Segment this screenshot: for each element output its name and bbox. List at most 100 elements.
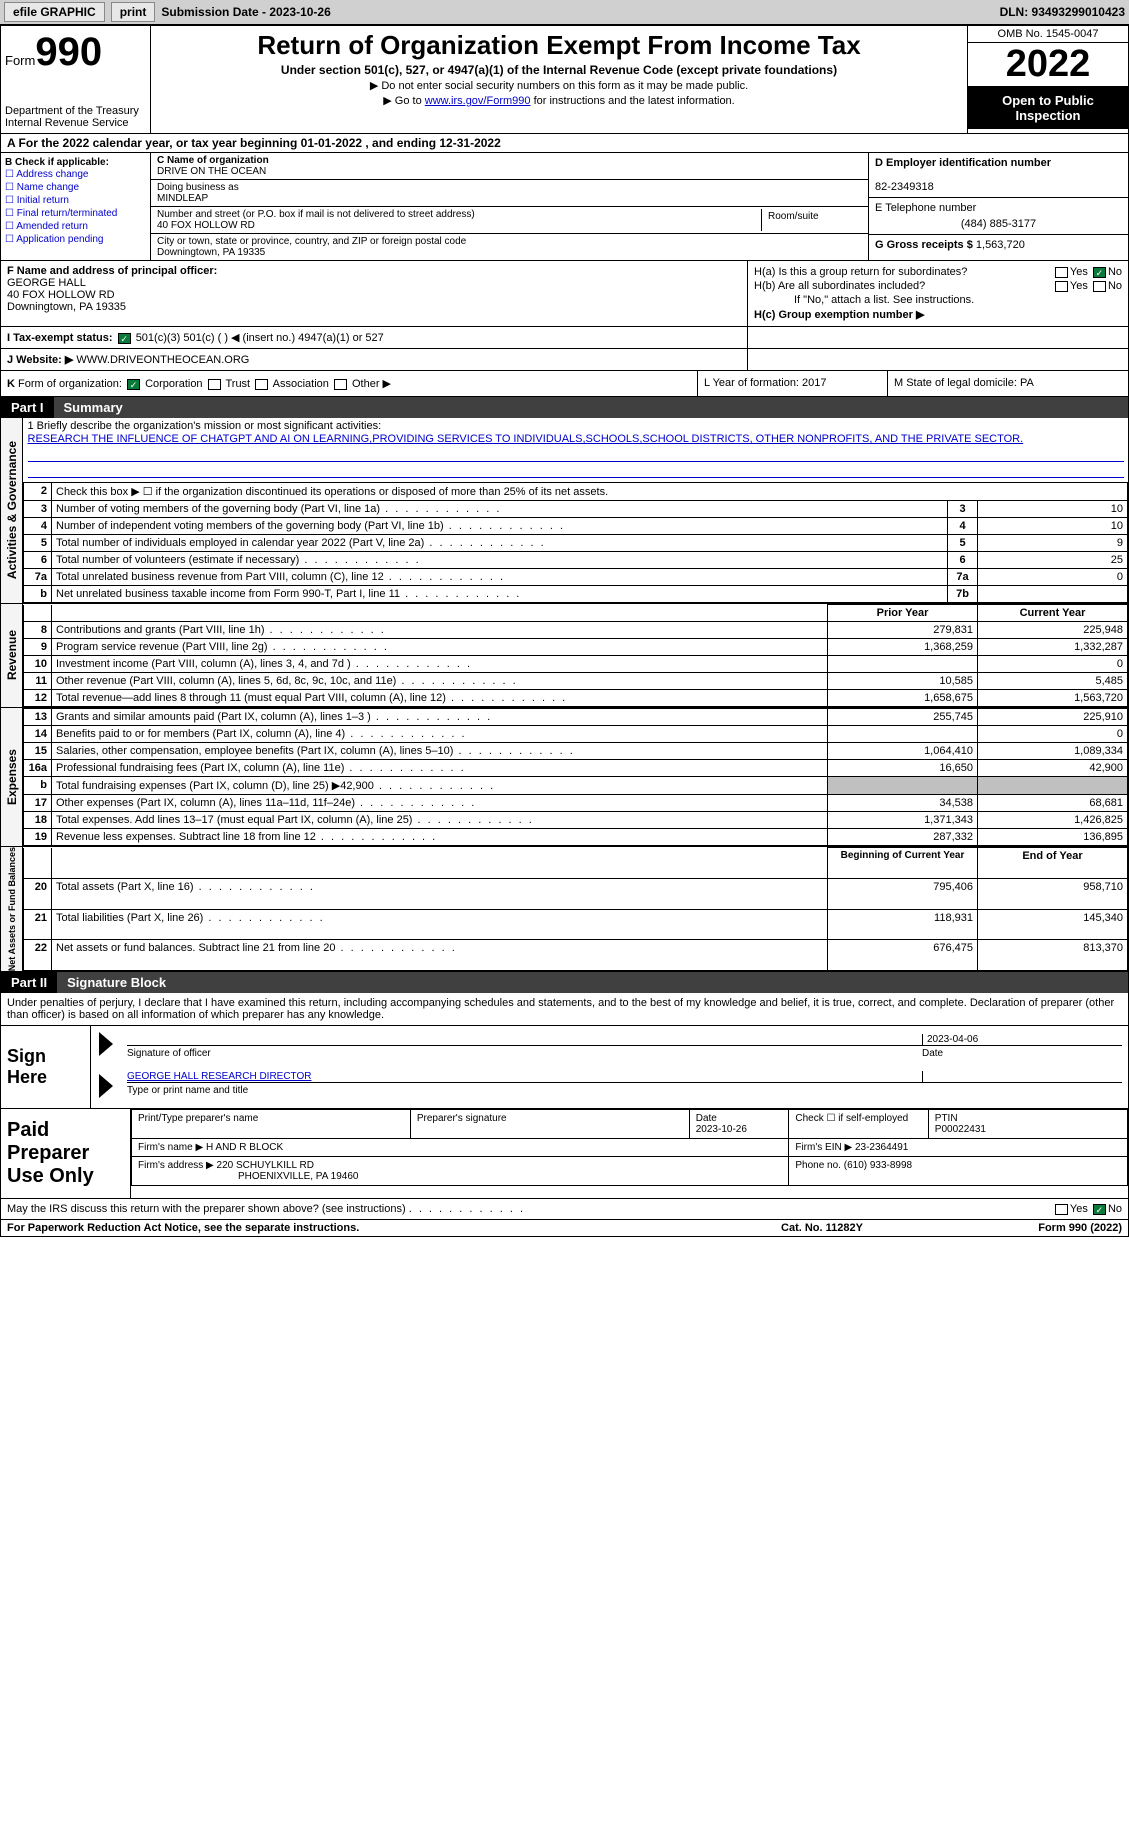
org-name-label: C Name of organization [157, 155, 269, 166]
hb-note: If "No," attach a list. See instructions… [754, 293, 1122, 307]
firm-phone-label: Phone no. [795, 1160, 841, 1171]
room-label: Room/suite [762, 209, 862, 231]
ha-no-checkbox[interactable] [1093, 267, 1106, 278]
year-formation: L Year of formation: 2017 [698, 371, 888, 396]
firm-name: H AND R BLOCK [206, 1142, 283, 1153]
hdr-begin: Beginning of Current Year [828, 848, 978, 879]
corp-checkbox[interactable] [127, 379, 140, 390]
summary-row: 9Program service revenue (Part VIII, lin… [24, 639, 1128, 656]
print-button[interactable]: print [111, 2, 156, 22]
note-pre: ▶ Go to [383, 95, 424, 107]
summary-row: 17Other expenses (Part IX, column (A), l… [24, 795, 1128, 812]
row-j-website: J Website: ▶ WWW.DRIVEONTHEOCEAN.ORG [1, 349, 748, 370]
tax-year: 2022 [968, 43, 1128, 87]
hdr-end: End of Year [978, 848, 1128, 879]
hb-no-checkbox[interactable] [1093, 281, 1106, 292]
firm-ein: 23-2364491 [855, 1142, 908, 1153]
applicable-checkbox[interactable]: ☐ Address change [5, 168, 146, 181]
applicable-checkbox[interactable]: ☐ Application pending [5, 233, 146, 246]
preparer-label: Paid Preparer Use Only [1, 1109, 131, 1198]
mission-text: RESEARCH THE INFLUENCE OF CHATGPT AND AI… [28, 432, 1124, 446]
side-netassets: Net Assets or Fund Balances [1, 847, 23, 971]
form-word: Form [5, 53, 35, 68]
trust-checkbox[interactable] [208, 379, 221, 390]
summary-row: bTotal fundraising expenses (Part IX, co… [24, 777, 1128, 795]
officer-print-name: GEORGE HALL RESEARCH DIRECTOR [127, 1071, 922, 1082]
summary-row: 12Total revenue—add lines 8 through 11 (… [24, 690, 1128, 707]
summary-row: 4Number of independent voting members of… [24, 518, 1128, 535]
other-checkbox[interactable] [334, 379, 347, 390]
line-2: Check this box ▶ ☐ if the organization d… [52, 483, 1128, 501]
applicable-checkbox[interactable]: ☐ Name change [5, 181, 146, 194]
col-de: D Employer identification number 82-2349… [868, 153, 1128, 260]
part-2-title: Signature Block [57, 972, 1128, 993]
signature-area: 2023-04-06 Signature of officer Date GEO… [91, 1026, 1128, 1108]
applicable-checkbox[interactable]: ☐ Initial return [5, 194, 146, 207]
501c3-checkbox[interactable] [118, 333, 131, 344]
col-f-officer: F Name and address of principal officer:… [1, 261, 748, 326]
summary-row: 21Total liabilities (Part X, line 26)118… [24, 909, 1128, 940]
summary-row: bNet unrelated business taxable income f… [24, 586, 1128, 603]
irs-link[interactable]: www.irs.gov/Form990 [425, 95, 531, 107]
hb-yes-checkbox[interactable] [1055, 281, 1068, 292]
form-number-box: Form990 Department of the Treasury Inter… [1, 26, 151, 133]
website-value: WWW.DRIVEONTHEOCEAN.ORG [76, 354, 249, 366]
form-num: 990 [35, 30, 102, 74]
state-domicile: M State of legal domicile: PA [888, 371, 1128, 396]
check-applicable-label: B Check if applicable: [5, 157, 146, 168]
prep-date-hdr: Date [696, 1113, 717, 1124]
receipts-label: G Gross receipts $ [875, 239, 973, 251]
dept-label: Department of the Treasury Internal Reve… [5, 105, 146, 129]
city-value: Downingtown, PA 19335 [157, 247, 862, 258]
efile-button[interactable]: efile GRAPHIC [4, 2, 105, 22]
ein-value: 82-2349318 [875, 181, 934, 193]
summary-row: 6Total number of volunteers (estimate if… [24, 552, 1128, 569]
row-i-tax-status: I Tax-exempt status: 501(c)(3) 501(c) ( … [1, 327, 748, 348]
part-1-label: Part I [1, 397, 54, 418]
phone-value: (484) 885-3177 [875, 214, 1122, 230]
row-a-calendar: A For the 2022 calendar year, or tax yea… [1, 134, 1128, 153]
ptin-hdr: PTIN [935, 1113, 958, 1124]
summary-row: 18Total expenses. Add lines 13–17 (must … [24, 812, 1128, 829]
assoc-checkbox[interactable] [255, 379, 268, 390]
officer-addr1: 40 FOX HOLLOW RD [7, 289, 115, 301]
summary-row: 5Total number of individuals employed in… [24, 535, 1128, 552]
applicable-checkbox[interactable]: ☐ Amended return [5, 220, 146, 233]
officer-addr2: Downingtown, PA 19335 [7, 301, 126, 313]
firm-label: Firm's name ▶ [138, 1142, 203, 1153]
summary-row: 22Net assets or fund balances. Subtract … [24, 940, 1128, 971]
note-post: for instructions and the latest informat… [531, 95, 735, 107]
ha-label: H(a) Is this a group return for subordin… [754, 266, 967, 278]
inspection-label: Open to Public Inspection [968, 87, 1128, 129]
summary-row: 11Other revenue (Part VIII, column (A), … [24, 673, 1128, 690]
part-1-header: Part I Summary [1, 397, 1128, 418]
firm-ein-label: Firm's EIN ▶ [795, 1142, 852, 1153]
form-title: Return of Organization Exempt From Incom… [155, 30, 963, 61]
sign-here-label: Sign Here [1, 1026, 91, 1108]
sig-label: Signature of officer [127, 1048, 922, 1059]
officer-label: F Name and address of principal officer: [7, 265, 217, 277]
summary-row: 13Grants and similar amounts paid (Part … [24, 709, 1128, 726]
summary-row: 15Salaries, other compensation, employee… [24, 743, 1128, 760]
note-link: ▶ Go to www.irs.gov/Form990 for instruct… [155, 94, 963, 107]
arrow-icon [99, 1032, 113, 1056]
discuss-no-checkbox[interactable] [1093, 1204, 1106, 1215]
ha-yes-checkbox[interactable] [1055, 267, 1068, 278]
ptin-val: P00022431 [935, 1124, 986, 1135]
tax-status-label: I Tax-exempt status: [7, 332, 113, 344]
discuss-yes-checkbox[interactable] [1055, 1204, 1068, 1215]
side-governance: Activities & Governance [1, 418, 23, 603]
arrow-icon [99, 1074, 113, 1098]
year-box: OMB No. 1545-0047 2022 Open to Public In… [968, 26, 1128, 133]
prep-date: 2023-10-26 [696, 1124, 747, 1135]
org-name: DRIVE ON THE OCEAN [157, 166, 862, 177]
col-h: H(a) Is this a group return for subordin… [748, 261, 1128, 326]
applicable-checkbox[interactable]: ☐ Final return/terminated [5, 207, 146, 220]
summary-row: 14Benefits paid to or for members (Part … [24, 726, 1128, 743]
form-subtitle: Under section 501(c), 527, or 4947(a)(1)… [155, 63, 963, 77]
part-1-title: Summary [54, 397, 1128, 418]
summary-row: 20Total assets (Part X, line 16)795,4069… [24, 878, 1128, 909]
side-expenses: Expenses [1, 708, 23, 846]
mission-label: 1 Briefly describe the organization's mi… [28, 420, 1124, 432]
city-label: City or town, state or province, country… [157, 236, 862, 247]
